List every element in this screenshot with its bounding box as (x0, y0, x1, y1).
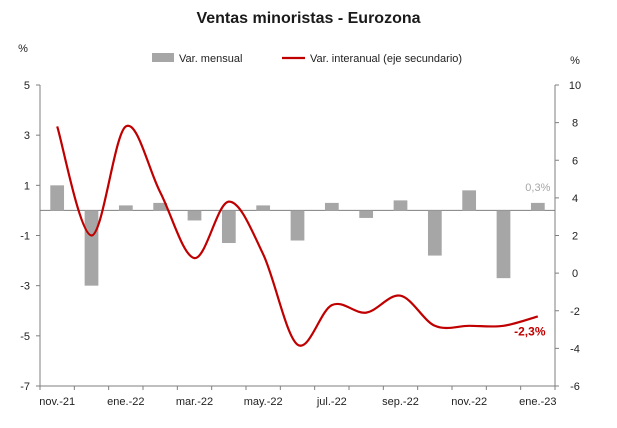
data-label-bar: 0,3% (525, 182, 550, 194)
legend-swatch-bar (152, 53, 174, 62)
bar-var-mensual (496, 210, 511, 279)
bar-var-mensual (50, 185, 65, 211)
x-tick-label: ene.-22 (107, 396, 144, 408)
line-var-interanual (56, 124, 539, 347)
right-tick-label: -4 (570, 343, 580, 355)
bar-var-mensual (359, 210, 374, 218)
x-tick-label: may.-22 (244, 396, 283, 408)
data-label-line: -2,3% (514, 324, 546, 338)
right-tick-label: -6 (570, 381, 580, 393)
left-tick-label: -7 (20, 381, 30, 393)
bar-var-mensual (462, 190, 477, 211)
x-tick-label: ene.-23 (519, 396, 556, 408)
bar-var-mensual (187, 210, 202, 221)
chart-title: Ventas minoristas - Eurozona (196, 10, 421, 27)
legend-label-bar: Var. mensual (179, 53, 242, 65)
left-tick-label: -3 (20, 281, 30, 293)
left-tick-label: 3 (24, 130, 30, 142)
legend-label-line: Var. interanual (eje secundario) (310, 53, 462, 65)
x-tick-label: jul.-22 (316, 396, 347, 408)
bar-var-mensual (393, 200, 408, 211)
bar-var-mensual (427, 210, 442, 256)
left-tick-label: 5 (24, 80, 30, 92)
right-tick-label: 6 (572, 155, 578, 167)
bar-var-mensual (221, 210, 236, 244)
right-tick-label: 10 (569, 80, 581, 92)
x-tick-label: nov.-22 (451, 396, 487, 408)
bar-var-mensual (153, 202, 168, 211)
left-tick-label: -1 (20, 231, 30, 243)
bar-var-mensual (290, 210, 305, 241)
bar-var-mensual (256, 205, 271, 211)
left-tick-label: 1 (24, 180, 30, 192)
right-tick-label: 0 (572, 268, 578, 280)
right-tick-label: -2 (570, 306, 580, 318)
x-tick-label: mar.-22 (176, 396, 213, 408)
x-tick-label: nov.-21 (39, 396, 75, 408)
bar-var-mensual (530, 202, 545, 211)
left-tick-label: -5 (20, 331, 30, 343)
left-axis-unit: % (18, 43, 28, 55)
right-axis-unit: % (570, 55, 580, 67)
right-tick-label: 2 (572, 231, 578, 243)
x-tick-label: sep.-22 (382, 396, 419, 408)
bar-var-mensual (118, 205, 133, 211)
right-tick-label: 8 (572, 118, 578, 130)
bar-var-mensual (84, 210, 99, 286)
right-tick-label: 4 (572, 193, 578, 205)
bar-var-mensual (324, 202, 339, 211)
